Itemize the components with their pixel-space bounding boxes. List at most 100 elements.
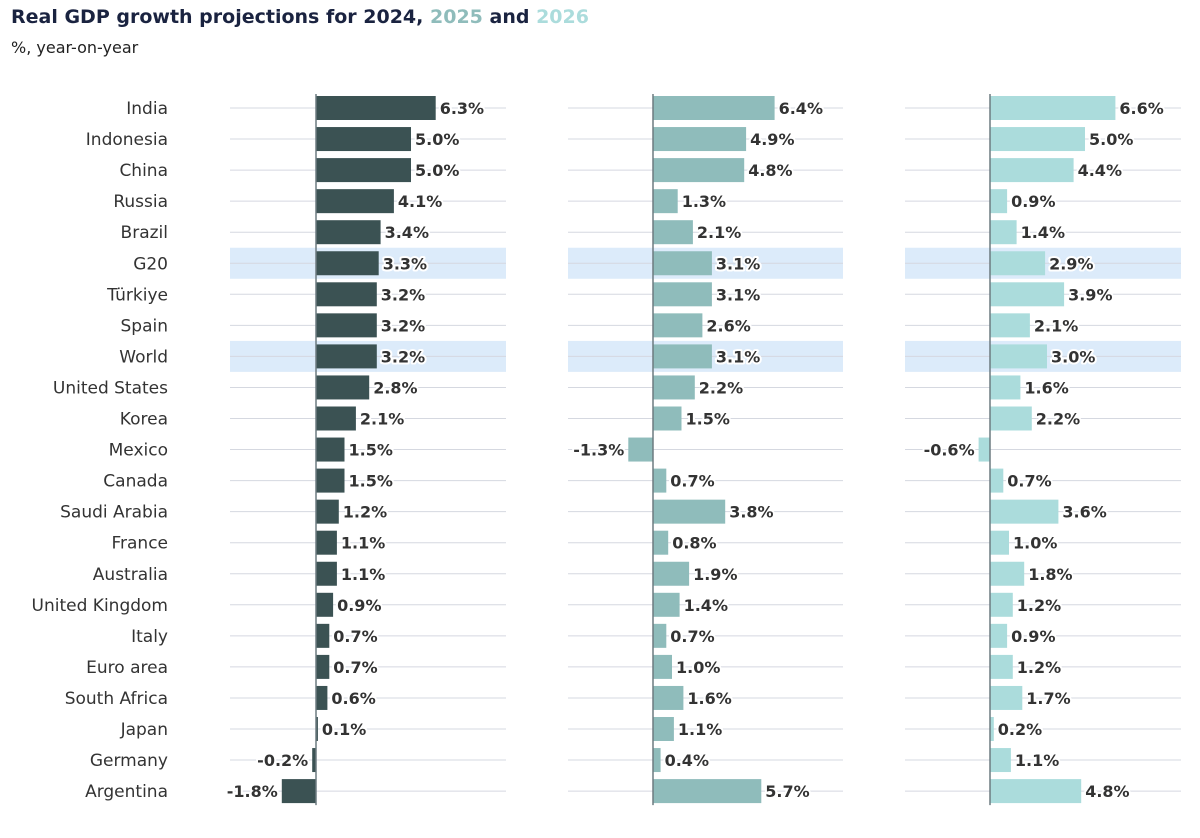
category-label: Russia (113, 192, 168, 212)
category-label: Spain (121, 316, 169, 336)
data-label: 6.6% (1119, 99, 1163, 118)
bar-2026 (990, 375, 1021, 400)
category-label: Canada (103, 472, 168, 492)
bar-2024 (316, 158, 411, 183)
data-label: 0.7% (670, 472, 714, 491)
bar-2026 (990, 406, 1032, 431)
data-label: 1.5% (686, 410, 730, 429)
data-label: 3.8% (729, 503, 773, 522)
data-label: 1.1% (678, 720, 722, 739)
category-label: World (119, 347, 168, 367)
data-label: 1.6% (1024, 378, 1068, 397)
title-part: 2024 (363, 6, 417, 28)
bar-2025 (653, 127, 747, 152)
bar-2026 (990, 313, 1030, 338)
category-label: Japan (120, 720, 168, 740)
data-label: 6.3% (440, 99, 484, 118)
title-part: , (416, 6, 430, 28)
data-label: 1.9% (693, 565, 737, 584)
data-label: 0.1% (322, 720, 366, 739)
data-label: 3.1% (716, 347, 760, 366)
bar-2025 (653, 344, 712, 369)
bar-2025 (653, 499, 726, 524)
bar-2024 (316, 220, 381, 245)
bar-2025 (653, 530, 669, 555)
data-label: 0.9% (337, 596, 381, 615)
bar-2024 (316, 375, 370, 400)
bar-2025 (653, 406, 682, 431)
bar-2026 (990, 96, 1116, 120)
data-label: 6.4% (779, 99, 823, 118)
bar-2024 (316, 313, 377, 338)
bar-2026 (990, 468, 1004, 493)
bar-2026 (990, 220, 1017, 245)
bar-2024 (316, 623, 330, 648)
bar-2025 (653, 748, 661, 773)
bar-2026 (990, 530, 1009, 555)
bar-2026 (990, 189, 1008, 214)
bar-2025 (628, 437, 653, 462)
data-label: 5.0% (415, 161, 459, 180)
data-label: 1.1% (341, 565, 385, 584)
data-label: 0.7% (1007, 472, 1051, 491)
data-label: 1.2% (1017, 658, 1061, 677)
bar-2026 (990, 344, 1047, 369)
bar-2025 (653, 592, 680, 617)
data-label: 3.2% (381, 316, 425, 335)
bar-2025 (653, 282, 712, 307)
data-label: 1.5% (349, 441, 393, 460)
bar-2024 (316, 499, 339, 524)
category-label: Germany (90, 751, 168, 771)
bar-2026 (990, 282, 1065, 307)
category-label: Indonesia (86, 130, 168, 150)
chart-subtitle: %, year-on-year (11, 38, 139, 57)
category-label: India (126, 99, 168, 119)
category-label: Italy (131, 627, 168, 647)
bar-2026 (990, 779, 1082, 804)
data-label: 2.1% (697, 223, 741, 242)
data-label: 1.0% (1013, 534, 1057, 553)
data-label: 1.1% (1015, 751, 1059, 770)
category-label: Mexico (109, 441, 168, 461)
data-label: 0.6% (331, 689, 375, 708)
bar-2024 (316, 127, 411, 152)
data-label: 1.6% (687, 689, 731, 708)
bar-2026 (990, 499, 1059, 524)
data-label: 5.0% (1089, 130, 1133, 149)
data-label: 2.9% (1049, 254, 1093, 273)
bar-2026 (990, 158, 1074, 183)
data-label: 1.4% (1021, 223, 1065, 242)
data-label: -1.3% (573, 441, 624, 460)
data-label: 2.1% (1034, 316, 1078, 335)
bar-2026 (990, 251, 1046, 276)
data-label: 5.7% (765, 782, 809, 801)
category-label: United Kingdom (32, 596, 168, 616)
bar-2025 (653, 375, 695, 400)
category-label: France (111, 534, 168, 554)
bar-2024 (316, 468, 345, 493)
data-label: 2.2% (699, 378, 743, 397)
data-label: 3.4% (385, 223, 429, 242)
data-label: 1.8% (1028, 565, 1072, 584)
category-label: South Africa (65, 689, 168, 709)
bar-2025 (653, 685, 684, 710)
bar-2026 (990, 654, 1013, 679)
category-label: Euro area (86, 658, 168, 678)
data-label: 2.1% (360, 410, 404, 429)
data-label: 1.1% (341, 534, 385, 553)
data-label: 4.9% (750, 130, 794, 149)
bar-2024 (316, 685, 328, 710)
data-label: 3.6% (1062, 503, 1106, 522)
title-part: 2026 (536, 6, 589, 28)
data-label: -1.8% (227, 782, 278, 801)
data-label: 0.7% (670, 627, 714, 646)
title-part: and (482, 6, 537, 28)
data-label: 1.7% (1026, 689, 1070, 708)
data-label: 4.1% (398, 192, 442, 211)
bar-2025 (653, 654, 672, 679)
bar-2025 (653, 96, 775, 120)
bar-2026 (990, 685, 1023, 710)
data-label: 2.8% (373, 378, 417, 397)
category-label: Argentina (85, 782, 168, 802)
data-label: 0.4% (665, 751, 709, 770)
